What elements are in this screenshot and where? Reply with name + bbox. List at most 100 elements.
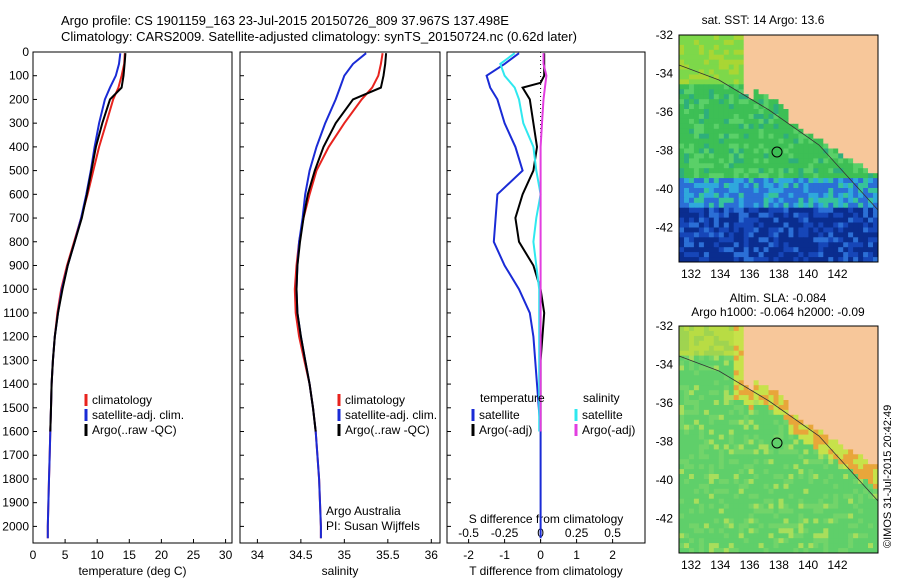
map-cell <box>793 518 799 524</box>
map-cell <box>818 335 824 342</box>
map-cell <box>778 395 784 401</box>
map-cell <box>773 533 779 539</box>
map-cell <box>733 370 740 376</box>
map-cell <box>838 217 844 223</box>
map-cell <box>748 488 755 495</box>
map-cell <box>858 365 864 371</box>
map-cell <box>793 355 799 361</box>
map-cell <box>753 242 760 248</box>
difference-legend-title: salinity <box>583 391 620 405</box>
map-cell <box>853 340 859 347</box>
map-cell <box>828 94 834 100</box>
map-cell <box>868 385 874 391</box>
map-cell <box>753 414 760 421</box>
map-cell <box>718 35 725 41</box>
map-cell <box>808 508 814 514</box>
map-cell <box>818 326 824 332</box>
map-cell <box>773 474 779 480</box>
map-cell <box>783 128 789 135</box>
map-cell <box>813 257 819 263</box>
difference-series-4 <box>539 53 548 432</box>
map-cell <box>718 237 725 243</box>
map-cell <box>743 222 750 228</box>
map-lon-label: 142 <box>827 267 847 281</box>
map-cell <box>823 64 829 70</box>
map-cell <box>853 419 859 426</box>
map-cell <box>828 543 834 549</box>
map-cell <box>798 74 804 80</box>
map-cell <box>778 469 784 475</box>
map-cell <box>858 252 864 258</box>
difference-tick-label: -2 <box>463 548 474 562</box>
map-cell <box>773 330 779 337</box>
map-lon-label: 134 <box>710 267 730 281</box>
map-cell <box>689 109 695 115</box>
map-cell <box>788 74 794 80</box>
map-cell <box>693 449 700 455</box>
map-cell <box>753 74 760 80</box>
map-cell <box>818 94 824 100</box>
map-cell <box>803 385 809 391</box>
map-cell <box>788 464 794 470</box>
map-cell <box>838 335 844 342</box>
map-cell <box>703 439 710 445</box>
map-cell <box>863 444 869 450</box>
map-cell <box>808 173 814 179</box>
map-cell <box>778 498 784 505</box>
map-cell <box>763 148 770 154</box>
map-cell <box>838 439 844 445</box>
map-cell <box>733 94 740 100</box>
map-cell <box>813 89 819 95</box>
map-cell <box>733 232 740 238</box>
map-cell <box>703 123 710 130</box>
map-cell <box>773 74 779 80</box>
map-cell <box>838 74 844 80</box>
map-cell <box>703 523 710 529</box>
map-cell <box>703 49 710 56</box>
map-cell <box>858 178 864 184</box>
map-cell <box>813 168 819 174</box>
map-cell <box>818 375 824 381</box>
map-cell <box>803 355 809 361</box>
map-cell <box>873 222 879 228</box>
map-cell <box>858 64 864 70</box>
map-cell <box>823 153 829 159</box>
map-cell <box>689 444 695 450</box>
map-cell <box>758 118 765 125</box>
map-cell <box>679 419 685 426</box>
map-cell <box>753 252 760 258</box>
map-cell <box>818 257 824 263</box>
map-cell <box>733 419 740 426</box>
map-cell <box>684 538 690 544</box>
map-cell <box>803 375 809 381</box>
map-cell <box>689 493 695 500</box>
map-cell <box>689 538 695 544</box>
map-cell <box>733 237 740 243</box>
map-cell <box>748 340 755 347</box>
map-cell <box>748 54 755 61</box>
map-cell <box>853 99 859 105</box>
map-cell <box>873 548 879 554</box>
map-cell <box>788 227 794 233</box>
map-cell <box>723 222 730 228</box>
map-cell <box>838 153 844 159</box>
map-cell <box>833 247 839 253</box>
map-cell <box>803 128 809 135</box>
map-cell <box>763 69 770 75</box>
map-cell <box>753 390 760 396</box>
map-cell <box>773 414 779 421</box>
map-cell <box>793 483 799 490</box>
map-cell <box>689 168 695 174</box>
map-cell <box>718 94 725 100</box>
map-cell <box>758 335 765 342</box>
map-cell <box>813 533 819 539</box>
map-cell <box>733 252 740 258</box>
map-cell <box>853 217 859 223</box>
map-cell <box>703 335 710 342</box>
map-cell <box>863 39 869 46</box>
map-cell <box>823 429 829 435</box>
map-cell <box>753 197 760 204</box>
map-cell <box>868 192 874 199</box>
map-cell <box>813 360 819 366</box>
map-cell <box>753 513 760 519</box>
